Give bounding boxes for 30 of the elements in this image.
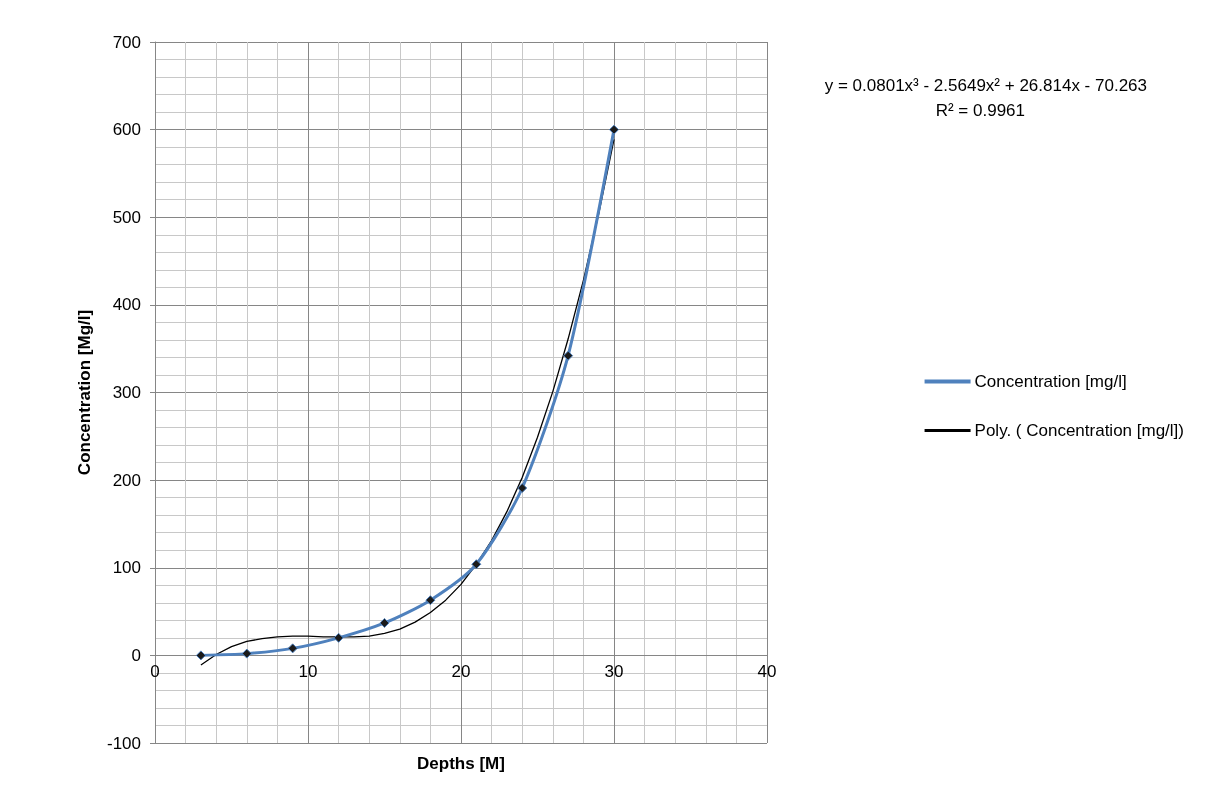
legend-label: Concentration [mg/l] [974, 372, 1127, 391]
legend-label: Poly. ( Concentration [mg/l]) [974, 421, 1185, 440]
y-tick-label: 700 [112, 32, 141, 52]
x-tick-label: 30 [604, 662, 624, 682]
x-axis-title: Depths [M] [417, 754, 505, 773]
point [333, 632, 344, 643]
point [609, 124, 619, 135]
x-tick-label: 20 [451, 662, 471, 682]
point [241, 648, 252, 659]
x-tick-label: 0 [150, 662, 160, 682]
point [287, 643, 298, 654]
y-tick-label: 400 [112, 295, 141, 315]
y-tick-label: 600 [112, 120, 141, 140]
y-tick-label: 300 [112, 383, 141, 402]
y-tick-label: 0 [131, 645, 141, 665]
y-tick-label: 200 [112, 470, 141, 490]
point [379, 617, 390, 628]
y-tick-label: -100 [106, 733, 141, 753]
x-tick-label: 40 [757, 662, 777, 682]
point [195, 650, 206, 661]
x-tick-label: 10 [298, 662, 318, 682]
text: R² = 0.9961 [935, 101, 1025, 120]
point [517, 483, 528, 494]
text: y = 0.0801x³ - 2.5649x² + 26.814x - 70.263 [824, 76, 1148, 95]
point [425, 595, 436, 606]
point [471, 559, 482, 570]
y-axis-title: Concentration [Mg/l] [75, 309, 94, 476]
y-tick-label: 500 [112, 207, 141, 227]
y-tick-label: 100 [112, 558, 141, 578]
point [563, 350, 574, 361]
